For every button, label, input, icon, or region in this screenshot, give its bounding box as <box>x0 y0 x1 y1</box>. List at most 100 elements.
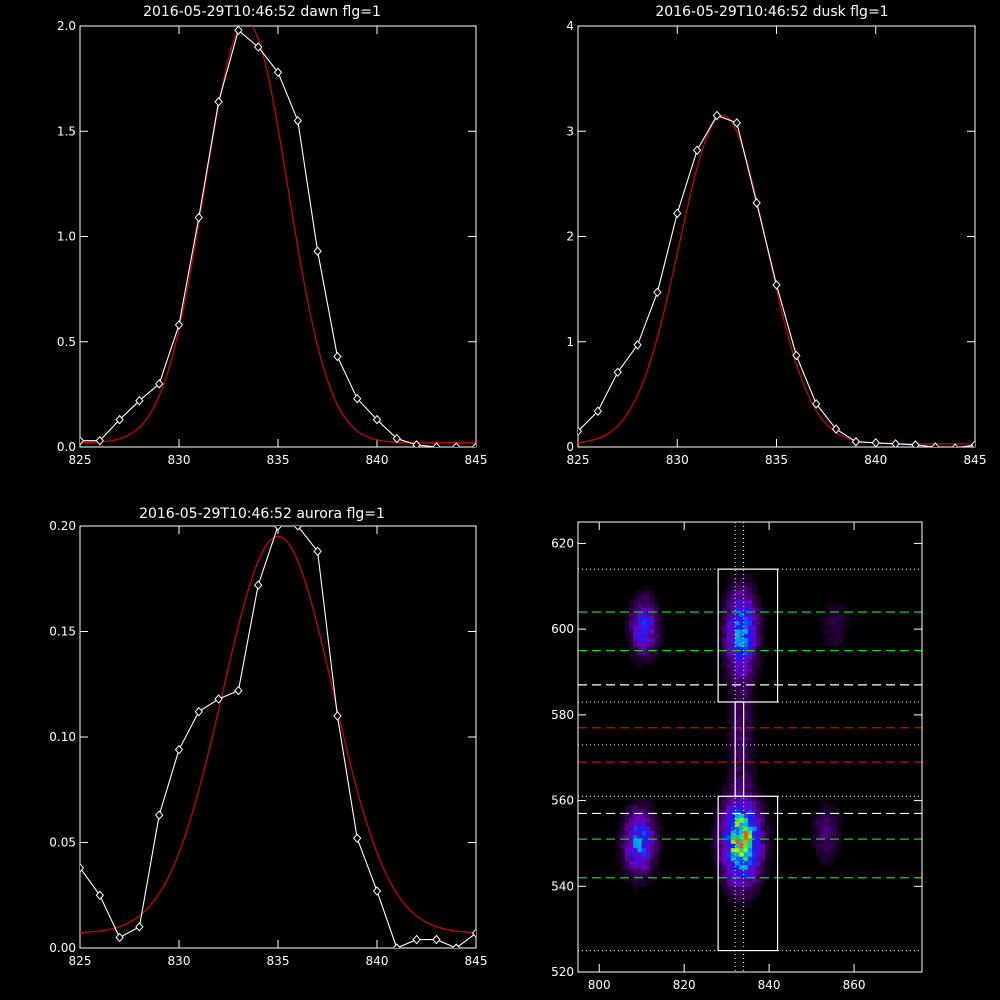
data-point-diamond <box>392 433 401 444</box>
data-point-diamond <box>891 439 900 447</box>
y-tick-label: 580 <box>551 708 574 722</box>
data-point-diamond <box>752 198 761 208</box>
y-tick-label: 0.05 <box>49 836 76 850</box>
x-tick-label: 840 <box>864 453 887 467</box>
x-tick-label: 800 <box>588 978 611 992</box>
y-tick-label: 0.0 <box>57 440 76 454</box>
data-point-diamond <box>578 426 583 436</box>
y-tick-label: 0.5 <box>57 335 76 349</box>
data-point-diamond <box>452 943 461 948</box>
data-point-diamond <box>951 443 959 447</box>
data-point-diamond <box>353 393 362 404</box>
data-point-diamond <box>194 212 203 223</box>
data-point-diamond <box>333 711 342 721</box>
x-tick-label: 845 <box>964 453 987 467</box>
y-tick-label: 1 <box>566 335 574 349</box>
dusk-title: 2016-05-29T10:46:52 dusk flg=1 <box>655 4 888 20</box>
data-point-diamond <box>653 287 662 298</box>
plot-frame <box>577 521 923 973</box>
x-tick-label: 825 <box>69 453 92 467</box>
data-point-diamond <box>412 934 421 945</box>
data-point-diamond <box>115 932 124 943</box>
x-tick-label: 830 <box>666 453 689 467</box>
x-tick-label: 840 <box>366 954 389 968</box>
data-series-line <box>80 526 476 948</box>
data-point-diamond <box>372 414 382 425</box>
y-tick-label: 1.0 <box>57 230 76 244</box>
y-tick-label: 4 <box>566 19 574 33</box>
data-point-diamond <box>452 442 461 447</box>
data-point-diamond <box>273 526 283 531</box>
data-point-diamond <box>831 424 841 434</box>
data-point-diamond <box>293 526 302 531</box>
data-point-diamond <box>911 440 920 447</box>
extraction-box <box>717 568 779 703</box>
data-point-diamond <box>931 442 940 447</box>
data-point-diamond <box>214 694 223 704</box>
data-point-diamond <box>792 350 801 361</box>
y-tick-label: 600 <box>551 622 574 636</box>
x-tick-label: 825 <box>69 954 92 968</box>
data-point-diamond <box>970 440 975 447</box>
x-tick-label: 860 <box>843 978 866 992</box>
data-point-diamond <box>613 367 622 378</box>
data-point-diamond <box>732 118 741 128</box>
data-point-diamond <box>80 435 85 446</box>
dawn-title: 2016-05-29T10:46:52 dawn flg=1 <box>143 4 381 20</box>
aurora-panel: 2016-05-29T10:46:52 aurora flg=1 825 830 8… <box>49 506 487 968</box>
x-tick-label: 830 <box>168 954 191 968</box>
data-point-diamond <box>95 435 104 446</box>
data-point-diamond <box>353 833 362 844</box>
data-point-diamond <box>155 810 164 820</box>
data-point-diamond <box>80 863 85 873</box>
x-tick-label: 845 <box>465 453 488 467</box>
y-tick-label: 0.00 <box>49 941 76 955</box>
y-tick-label: 1.5 <box>57 124 76 138</box>
data-point-diamond <box>392 943 401 948</box>
y-tick-label: 540 <box>551 879 574 893</box>
data-point-diamond <box>471 928 476 938</box>
x-tick-label: 845 <box>465 954 488 968</box>
data-point-diamond <box>692 145 702 155</box>
x-tick-label: 840 <box>758 978 781 992</box>
y-tick-label: 560 <box>551 794 574 808</box>
gaussian-fit-line <box>80 535 476 934</box>
data-point-diamond <box>673 208 682 219</box>
y-tick-label: 0.15 <box>49 625 76 639</box>
data-point-diamond <box>372 886 382 896</box>
x-tick-label: 835 <box>267 954 290 968</box>
heatmap-image <box>616 573 851 913</box>
x-tick-label: 835 <box>267 453 290 467</box>
data-point-diamond <box>313 246 322 256</box>
data-point-diamond <box>851 436 861 447</box>
data-point-diamond <box>194 706 203 717</box>
data-point-diamond <box>432 442 441 447</box>
data-point-diamond <box>214 97 223 107</box>
plot-frame <box>577 25 976 448</box>
dawn-panel: 2016-05-29T10:46:52 dawn flg=1 825 830 835… <box>57 4 488 467</box>
y-tick-label: 0.20 <box>49 519 76 533</box>
data-point-diamond <box>234 26 243 35</box>
heatmap-panel: 800 820 840 860 520 540 560 580 600 620 <box>551 521 923 992</box>
data-point-diamond <box>432 934 441 945</box>
x-tick-label: 840 <box>366 453 389 467</box>
gaussian-fit-line <box>578 114 975 445</box>
data-point-diamond <box>174 744 184 755</box>
data-point-diamond <box>313 546 322 557</box>
data-point-diamond <box>293 115 302 126</box>
data-point-diamond <box>135 922 144 932</box>
y-tick-label: 2.0 <box>57 19 76 33</box>
data-point-diamond <box>174 320 184 330</box>
data-point-diamond <box>234 685 243 696</box>
plot-frame <box>79 25 477 448</box>
y-tick-label: 620 <box>551 536 574 550</box>
y-tick-label: 3 <box>566 124 574 138</box>
data-point-diamond <box>812 399 821 409</box>
data-point-diamond <box>95 890 104 901</box>
data-point-diamond <box>273 67 283 78</box>
data-point-diamond <box>135 395 144 406</box>
extraction-box <box>717 795 779 952</box>
gaussian-fit-line <box>80 26 476 444</box>
data-point-diamond <box>333 351 342 362</box>
